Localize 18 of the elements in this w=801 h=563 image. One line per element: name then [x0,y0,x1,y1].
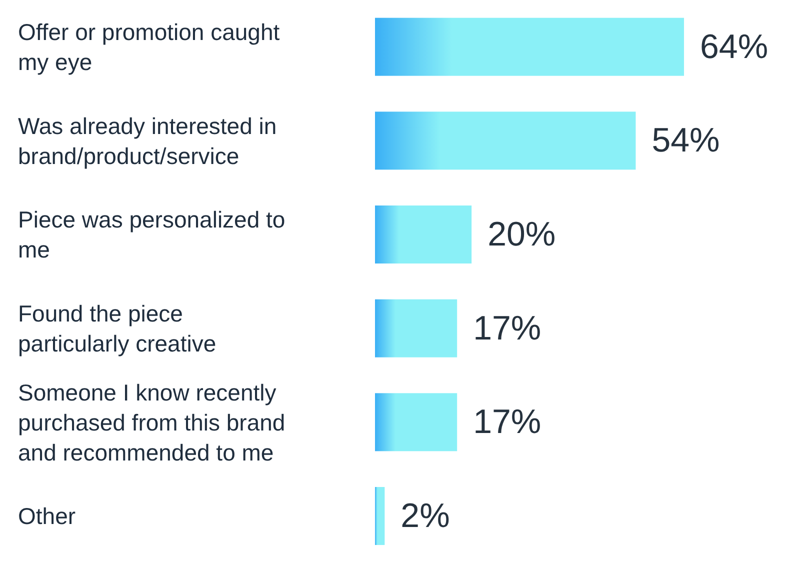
y-tick-label: Was already interested in brand/product/service [18,112,277,169]
bar [375,486,385,545]
bar [375,205,472,264]
bar [375,299,458,358]
data-label: 17% [473,403,542,442]
y-tick-label: Piece was personalized to me [18,206,286,263]
y-tick-label: Other [18,503,76,530]
y-tick-label: Someone I know recently purchased from this brand and recommended to me [18,379,286,466]
data-label: 64% [700,28,768,66]
data-label: 54% [652,122,720,160]
y-tick-label: Offer or promotion caught my eye [18,18,280,75]
data-label: 17% [473,309,542,348]
bar [375,18,684,76]
bar [375,112,636,170]
data-label: 2% [400,496,450,535]
data-label: 20% [488,215,556,254]
bar [375,393,458,452]
y-tick-label: Found the piece particularly creative [18,300,216,356]
